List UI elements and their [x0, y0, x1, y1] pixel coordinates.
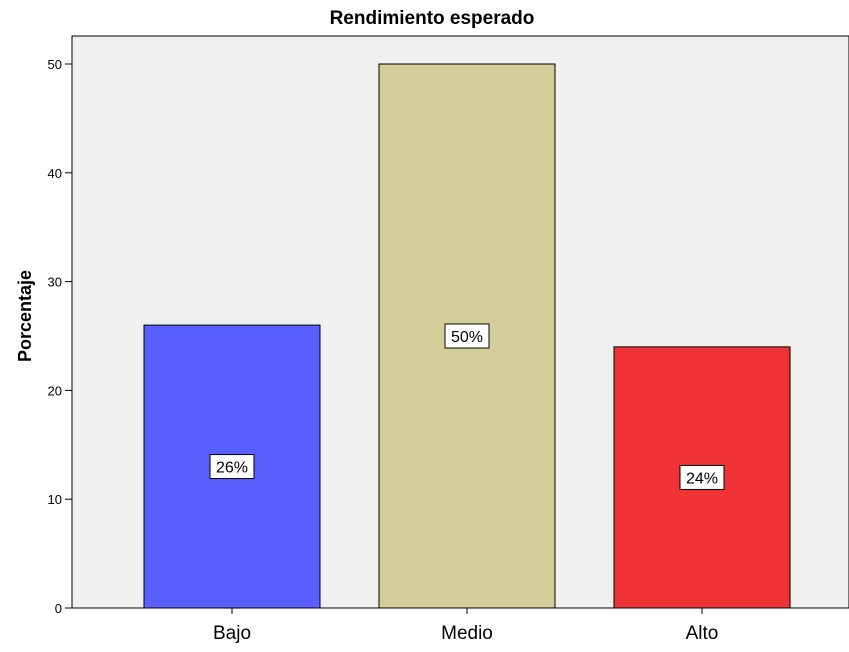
x-tick-label: Bajo — [213, 623, 251, 644]
data-label-box — [679, 464, 725, 490]
y-tick-label: 0 — [55, 601, 62, 616]
data-label-text: 26% — [216, 460, 248, 477]
x-tick-label: Medio — [441, 623, 493, 644]
y-tick-label: 10 — [48, 492, 62, 507]
chart-title: Rendimiento esperado — [330, 8, 535, 29]
data-label-box — [209, 454, 255, 480]
y-tick-label: 50 — [48, 57, 62, 72]
x-tick-label: Alto — [686, 623, 719, 644]
data-label-text: 24% — [686, 470, 718, 487]
y-tick-label: 20 — [48, 383, 62, 398]
y-tick-label: 30 — [48, 275, 62, 290]
data-label-text: 50% — [451, 329, 483, 346]
data-label: 50% — [444, 323, 490, 349]
data-label-box — [444, 323, 490, 349]
y-tick-label: 40 — [48, 166, 62, 181]
y-axis-label: Porcentaje — [15, 270, 35, 362]
data-label: 24% — [679, 464, 725, 490]
data-label: 26% — [209, 454, 255, 480]
